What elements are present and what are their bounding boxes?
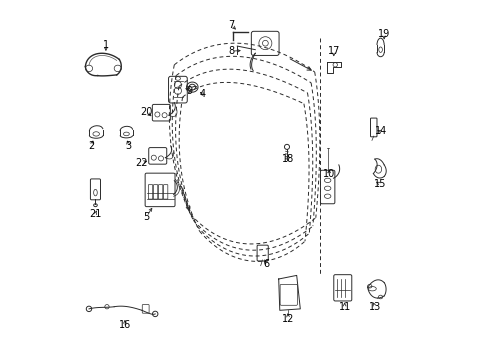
Text: 9: 9 — [186, 86, 192, 96]
Text: 21: 21 — [89, 209, 101, 219]
Text: 11: 11 — [338, 302, 350, 312]
Text: 19: 19 — [377, 29, 389, 39]
Text: 22: 22 — [135, 158, 148, 168]
Text: 15: 15 — [374, 179, 386, 189]
Text: 13: 13 — [368, 302, 380, 312]
Text: 4: 4 — [200, 89, 206, 99]
Text: 7: 7 — [228, 20, 234, 30]
Text: 2: 2 — [88, 141, 95, 151]
Text: 17: 17 — [327, 46, 339, 56]
Text: 18: 18 — [282, 154, 294, 164]
Text: 10: 10 — [322, 168, 335, 179]
Text: 20: 20 — [140, 107, 152, 117]
Text: 12: 12 — [282, 314, 294, 324]
Text: 3: 3 — [125, 141, 131, 151]
Text: 14: 14 — [374, 126, 386, 136]
Text: 6: 6 — [263, 258, 269, 269]
Text: 16: 16 — [119, 320, 131, 330]
Text: 5: 5 — [143, 212, 149, 222]
Text: 8: 8 — [228, 46, 234, 56]
Text: 1: 1 — [102, 40, 109, 50]
